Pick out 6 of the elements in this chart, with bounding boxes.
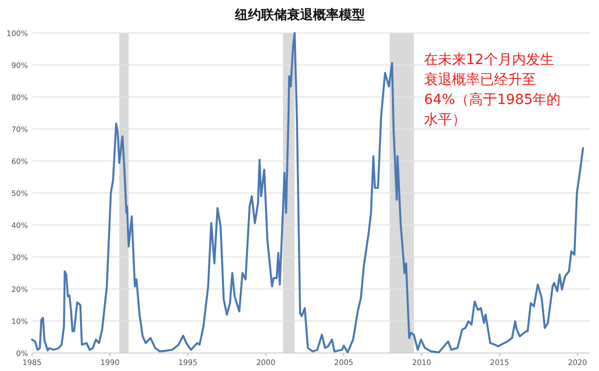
annotation: 64%（高于1985年的 bbox=[424, 92, 561, 108]
annotation: 水平） bbox=[424, 112, 466, 128]
chart-title: 纽约联储衰退概率模型 bbox=[234, 7, 365, 23]
annotation: 衰退概率已经升至 bbox=[424, 72, 536, 88]
annotation: 在未来12个月内发生 bbox=[424, 52, 554, 68]
line-series bbox=[31, 32, 584, 354]
